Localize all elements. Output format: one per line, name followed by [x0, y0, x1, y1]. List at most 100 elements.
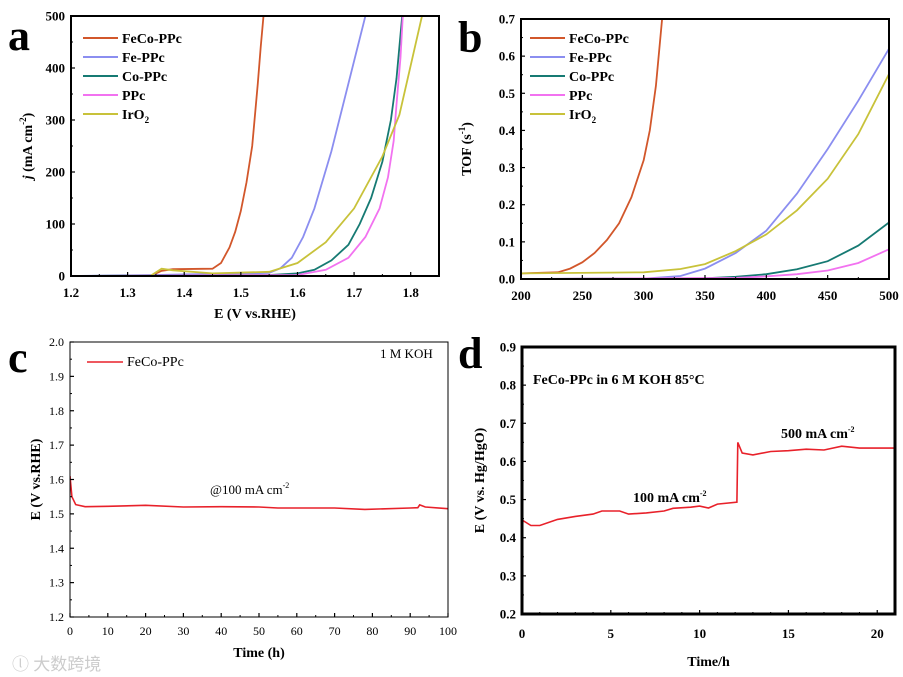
y-axis-label: j (mA cm-2) — [18, 112, 36, 181]
x-tick-label: 1.5 — [233, 285, 250, 300]
legend-label: IrO2 — [122, 108, 150, 125]
x-tick-label: 40 — [215, 624, 227, 638]
x-tick-label: 300 — [634, 288, 654, 303]
y-tick-label: 500 — [46, 9, 66, 24]
panel-label-b: b — [458, 13, 482, 62]
x-tick-label: 450 — [818, 288, 838, 303]
annotation-500: 500 mA cm-2 — [781, 425, 855, 442]
series-line-iro — [71, 16, 423, 276]
y-tick-label: 0.1 — [499, 234, 515, 249]
x-tick-label: 0 — [67, 624, 73, 638]
y-tick-label: 300 — [46, 113, 66, 128]
y-tick-label: 0.3 — [500, 568, 517, 583]
y-axis-label: E (V vs. Hg/HgO) — [473, 427, 488, 533]
series-line-feco-ppc — [521, 19, 663, 275]
panel-b: b 200 250 300 350 400 450 500 0.0 0.1 0.2 0.3 0.4 0.5… — [457, 12, 899, 304]
y-tick-label: 2.0 — [49, 335, 64, 349]
legend-label: PPc — [569, 89, 592, 104]
y-tick-label: 1.2 — [49, 610, 64, 624]
series-line-co-ppc — [521, 221, 889, 279]
y-tick-label: 0.9 — [500, 340, 517, 355]
x-tick-label: 1.3 — [119, 285, 136, 300]
y-tick-label: 0.5 — [499, 86, 516, 101]
legend-label: PPc — [122, 89, 145, 104]
series-line-co-ppc — [71, 16, 404, 276]
legend-label: Fe-PPc — [122, 51, 165, 66]
y-axis-label: TOF (s-1) — [457, 122, 475, 176]
x-tick-label: 1.7 — [346, 285, 363, 300]
x-tick-label: 500 — [879, 288, 899, 303]
y-axis-label: E (V vs.RHE) — [29, 438, 44, 520]
series-line-iro — [521, 73, 889, 275]
y-tick-label: 0.0 — [499, 272, 515, 287]
x-tick-label: 250 — [573, 288, 593, 303]
y-tick-label: 0.6 — [500, 454, 517, 469]
y-tick-label: 1.4 — [49, 541, 64, 555]
x-tick-label: 20 — [140, 624, 152, 638]
series-line-ppc — [71, 16, 404, 276]
legend-label: IrO2 — [569, 108, 597, 125]
y-tick-label: 1.6 — [49, 473, 64, 487]
panel-d: d 0 5 10 15 20 0.2 0.3 0.4 0.5 0.6 0.7 0.8 0.9 Time/h E… — [458, 329, 897, 670]
y-tick-label: 1.8 — [49, 404, 64, 418]
legend-label: Co-PPc — [569, 70, 614, 85]
y-tick-label: 0.2 — [500, 607, 516, 622]
legend-label: FeCo-PPc — [122, 32, 182, 47]
annotation-condition: 1 M KOH — [380, 346, 433, 361]
x-tick-label: 70 — [329, 624, 341, 638]
legend-label: Co-PPc — [122, 70, 167, 85]
series-line-fe-ppc — [71, 16, 367, 276]
y-tick-label: 1.3 — [49, 576, 64, 590]
x-axis-label: Time (h) — [233, 646, 285, 661]
x-tick-label: 60 — [291, 624, 303, 638]
x-tick-label: 30 — [177, 624, 189, 638]
y-tick-label: 0.3 — [499, 160, 516, 175]
legend-label: FeCo-PPc — [569, 32, 629, 47]
y-tick-label: 400 — [46, 61, 66, 76]
legend-label: FeCo-PPc — [127, 355, 184, 370]
y-tick-label: 0.4 — [499, 123, 516, 138]
plot-frame — [69, 341, 449, 618]
series-line-feco-ppc — [70, 476, 448, 511]
panel-label-d: d — [458, 329, 482, 378]
y-tick-label: 1.5 — [49, 507, 64, 521]
x-tick-label: 0 — [519, 626, 526, 641]
panel-title: FeCo-PPc in 6 M KOH 85°C — [533, 373, 705, 388]
x-axis-label: Time/h — [687, 655, 730, 670]
y-tick-label: 0 — [59, 269, 66, 284]
x-tick-label: 5 — [608, 626, 615, 641]
panel-label-c: c — [8, 333, 28, 382]
y-tick-label: 200 — [46, 165, 66, 180]
y-tick-label: 0.7 — [499, 12, 516, 27]
series-line-feco-ppc — [71, 16, 265, 276]
x-tick-label: 400 — [757, 288, 777, 303]
x-tick-label: 1.6 — [289, 285, 306, 300]
y-tick-label: 0.8 — [500, 378, 517, 393]
x-tick-label: 1.8 — [403, 285, 420, 300]
x-tick-label: 80 — [366, 624, 378, 638]
x-tick-label: 200 — [511, 288, 531, 303]
x-tick-label: 1.2 — [63, 285, 79, 300]
y-tick-label: 0.5 — [500, 492, 517, 507]
x-tick-label: 350 — [695, 288, 715, 303]
x-tick-label: 1.4 — [176, 285, 193, 300]
x-tick-label: 100 — [439, 624, 457, 638]
x-axis-label: E (V vs.RHE) — [214, 307, 296, 322]
series-line-feco-ppc — [522, 442, 895, 538]
panel-c: c 0 10 20 30 40 50 60 70 80 90 100 1.2 1.3 1.4 1.5 1.6 1.… — [8, 333, 457, 661]
panel-a: a 1.2 1.3 1.4 1.5 1.6 1.7 1.8 0 100 200 300 400 500 E … — [8, 9, 440, 322]
y-tick-label: 0.2 — [499, 197, 515, 212]
y-tick-label: 0.7 — [500, 416, 517, 431]
x-tick-label: 50 — [253, 624, 265, 638]
annotation-100: 100 mA cm-2 — [633, 489, 707, 506]
y-tick-label: 0.6 — [499, 49, 516, 64]
annotation-current: @100 mA cm-2 — [210, 481, 289, 497]
y-tick-label: 1.7 — [49, 438, 64, 452]
y-tick-label: 1.9 — [49, 369, 64, 383]
watermark: ⓛ 大数跨境 — [12, 655, 101, 674]
y-tick-label: 0.4 — [500, 530, 517, 545]
y-tick-label: 100 — [46, 217, 66, 232]
x-tick-label: 15 — [782, 626, 796, 641]
legend-label: Fe-PPc — [569, 51, 612, 66]
